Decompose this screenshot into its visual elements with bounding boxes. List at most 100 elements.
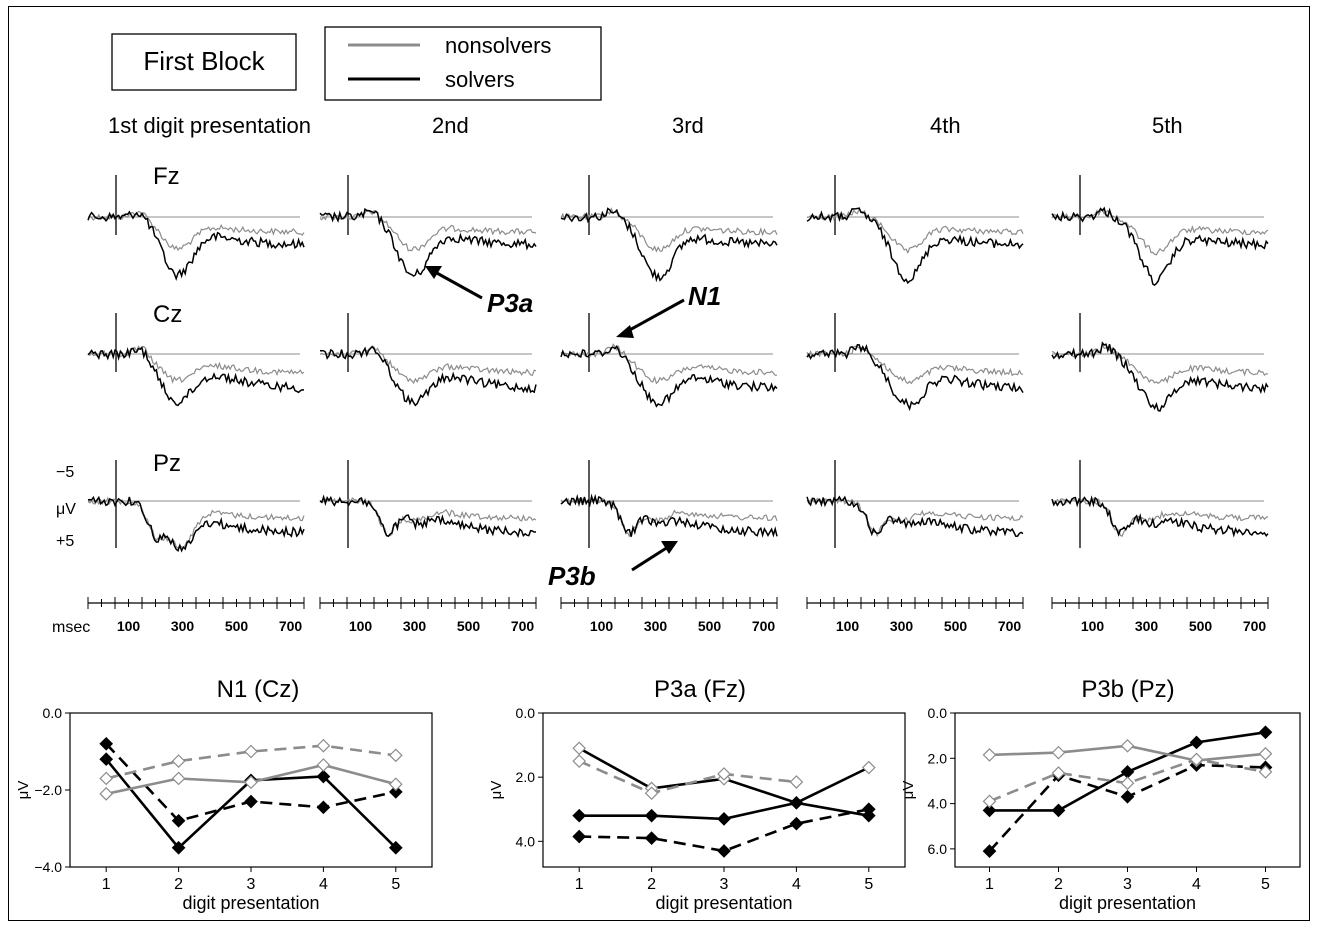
data-point xyxy=(1120,738,1135,753)
data-point xyxy=(244,744,258,759)
erp-panel xyxy=(560,460,778,548)
time-tick-label: 300 xyxy=(890,618,914,634)
y-axis-label: μV xyxy=(488,781,505,800)
data-point xyxy=(572,741,587,756)
erp-trace-solvers xyxy=(560,344,778,408)
column-title-3rd: 3rd xyxy=(672,113,704,138)
column-title-1st: 1st digit presentation xyxy=(108,113,311,138)
arrow-n1 xyxy=(625,298,685,334)
erp-trace-solvers xyxy=(1051,206,1269,287)
data-point xyxy=(982,844,997,858)
figure-frame xyxy=(8,6,1310,921)
legend-label-solvers: solvers xyxy=(445,67,515,92)
data-point xyxy=(1189,735,1204,750)
erp-panel xyxy=(87,175,305,281)
erp-panel xyxy=(560,175,778,283)
column-title-5th: 5th xyxy=(1152,113,1183,138)
x-axis-label: digit presentation xyxy=(1059,893,1196,913)
erp-trace-solvers xyxy=(1051,495,1269,538)
data-point xyxy=(1120,776,1135,791)
x-tick-label: 3 xyxy=(1123,876,1132,893)
time-tick-label: 700 xyxy=(279,618,303,634)
data-point xyxy=(572,754,587,768)
time-tick-label: 100 xyxy=(590,618,614,634)
y-axis-label: μV xyxy=(900,781,917,800)
erp-trace-solvers xyxy=(319,494,537,539)
time-tick-label: 700 xyxy=(998,618,1022,634)
column-title-2nd: 2nd xyxy=(432,113,469,138)
arrow-n1-head xyxy=(616,325,634,338)
time-tick-label: 100 xyxy=(117,618,141,634)
erp-trace-solvers xyxy=(560,207,778,283)
time-axes: msec 100 300 500 700 100 300 500 700 100 300 500 70… xyxy=(52,597,1269,636)
series-line xyxy=(105,744,396,780)
x-tick-label: 4 xyxy=(1192,876,1201,893)
x-tick-label: 2 xyxy=(647,876,656,893)
time-tick-label: 300 xyxy=(1135,618,1159,634)
annotation-p3a: P3a xyxy=(487,288,533,318)
x-tick-label: 1 xyxy=(575,876,584,893)
data-point xyxy=(644,808,659,823)
data-point xyxy=(99,787,114,801)
time-tick-label: 500 xyxy=(457,618,481,634)
row-label-cz: Cz xyxy=(153,301,182,328)
data-point xyxy=(1258,765,1273,779)
erp-trace-nonsolvers xyxy=(87,210,305,252)
data-point xyxy=(789,816,804,831)
data-point xyxy=(388,777,403,792)
series xyxy=(99,758,403,801)
arrow-p3b-head xyxy=(661,541,678,554)
annotation-n1: N1 xyxy=(688,281,721,311)
y-tick-label: 4.0 xyxy=(928,796,948,812)
data-point xyxy=(789,775,804,789)
erp-trace-nonsolvers xyxy=(560,343,778,385)
time-tick-label: 500 xyxy=(1189,618,1213,634)
data-point xyxy=(982,803,997,818)
data-point xyxy=(99,752,114,767)
time-tick-label: 500 xyxy=(698,618,722,634)
erp-trace-solvers xyxy=(806,207,1024,285)
arrow-p3a-head xyxy=(425,266,442,279)
erp-panel xyxy=(1051,313,1269,412)
summary-charts: N1 (Cz) −4.0 −2.0 0.0 1 2 3 4 5 digit presentatio… xyxy=(15,676,1301,913)
erp-panel xyxy=(87,313,305,407)
data-point xyxy=(717,844,731,858)
erp-trace-solvers xyxy=(87,346,305,407)
erp-panel xyxy=(806,460,1024,548)
chart-title: P3a (Fz) xyxy=(654,676,746,703)
erp-panel xyxy=(1051,175,1269,287)
voltage-scale: −5 μV +5 xyxy=(56,464,76,550)
y-tick-label: 2.0 xyxy=(928,750,948,766)
data-point xyxy=(244,775,258,790)
chart-title: P3b (Pz) xyxy=(1081,676,1174,703)
data-point xyxy=(572,808,587,823)
time-tick-label: 700 xyxy=(752,618,776,634)
data-point xyxy=(388,748,403,763)
y-tick-label: 0.0 xyxy=(516,705,536,721)
erp-trace-solvers xyxy=(319,345,537,407)
x-tick-label: 2 xyxy=(1054,876,1063,893)
time-tick-label: 300 xyxy=(171,618,195,634)
data-point xyxy=(1120,765,1135,779)
column-title-4th: 4th xyxy=(930,113,961,138)
erp-panel xyxy=(560,313,778,408)
data-point xyxy=(1258,725,1273,740)
arrow-p3a xyxy=(434,270,483,300)
erp-row-labels: Fz Cz Pz xyxy=(153,163,182,477)
y-tick-label: 0.0 xyxy=(43,705,63,721)
erp-trace-nonsolvers xyxy=(319,209,537,252)
x-tick-label: 5 xyxy=(864,876,873,893)
summary-chart: N1 (Cz) −4.0 −2.0 0.0 1 2 3 4 5 digit presentatio… xyxy=(15,676,433,913)
data-point xyxy=(99,736,114,751)
x-tick-label: 3 xyxy=(720,876,729,893)
x-tick-label: 5 xyxy=(1261,876,1270,893)
erp-panel xyxy=(806,313,1024,412)
x-tick-label: 2 xyxy=(174,876,183,893)
data-point xyxy=(388,785,403,799)
erp-trace-nonsolvers xyxy=(1051,208,1269,256)
x-tick-label: 5 xyxy=(391,876,400,893)
voltage-scale-bottom: +5 xyxy=(56,533,74,550)
series xyxy=(572,754,804,801)
data-point xyxy=(171,771,186,786)
